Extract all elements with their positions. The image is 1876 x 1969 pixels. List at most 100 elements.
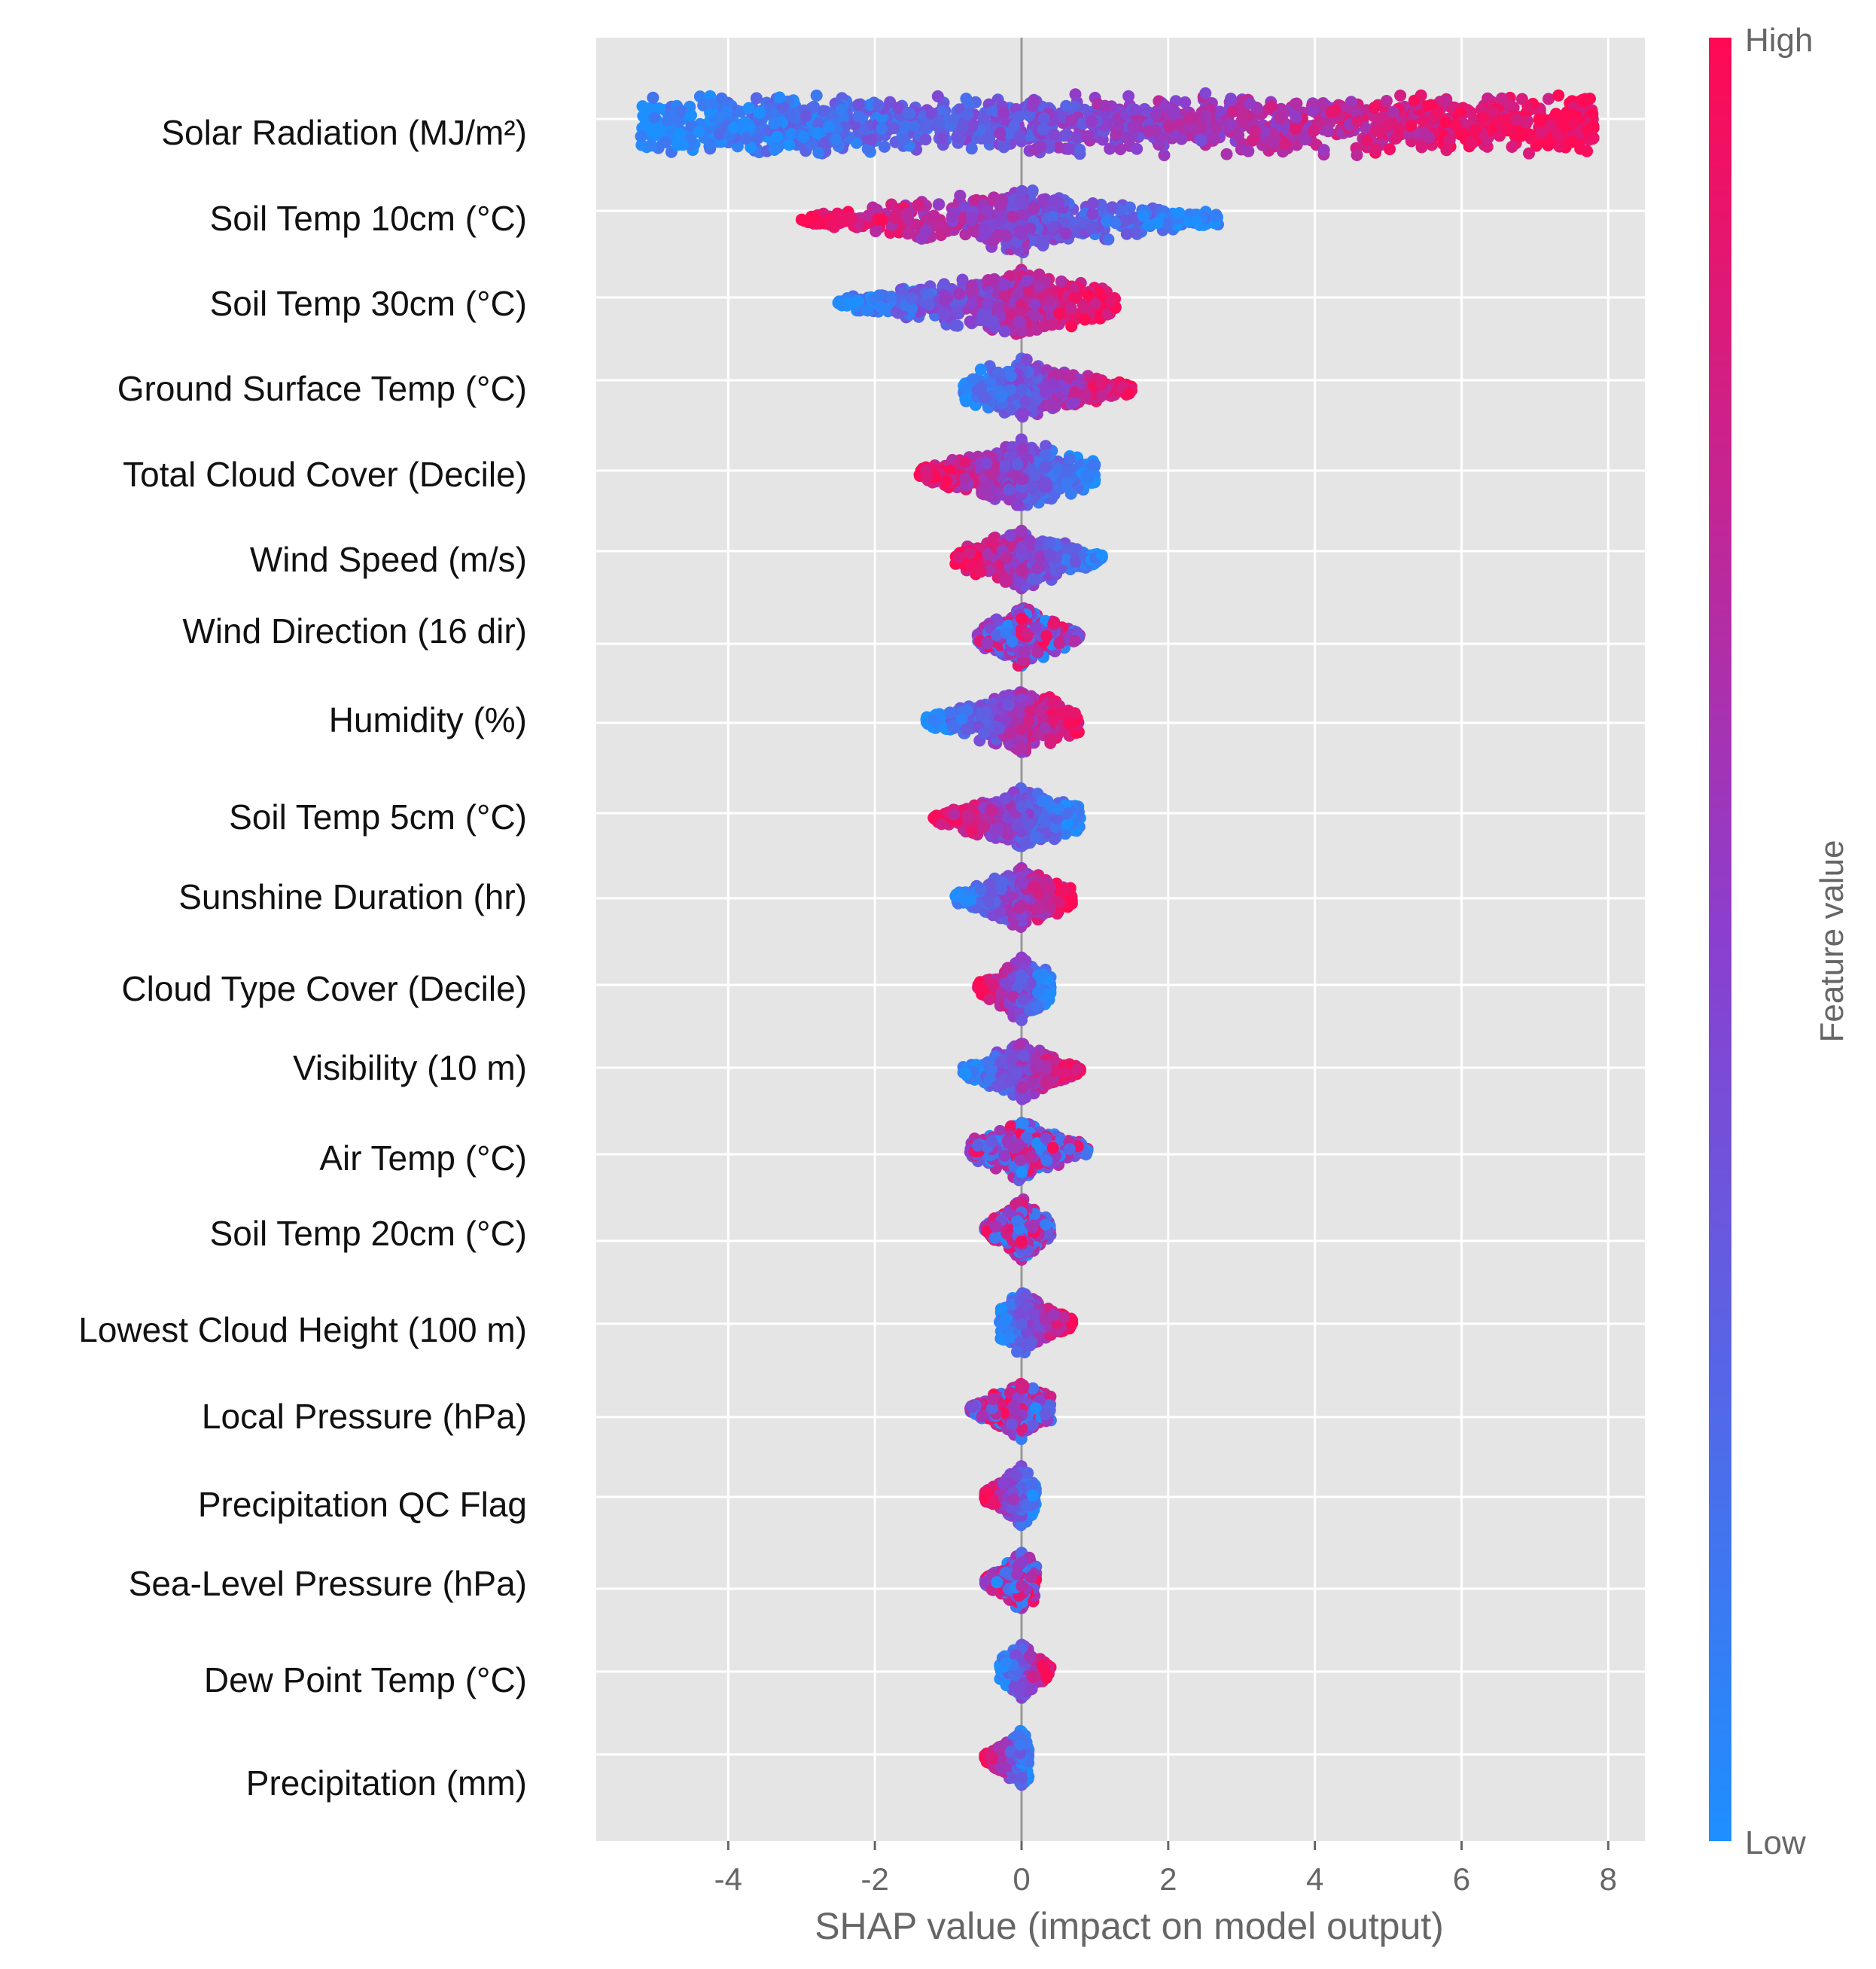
shap-point [936, 105, 949, 117]
shap-point [933, 198, 946, 211]
shap-point [1098, 99, 1111, 112]
shap-point [1565, 108, 1578, 120]
shap-point [693, 125, 705, 138]
shap-point [1082, 471, 1095, 484]
shap-point [1439, 116, 1451, 129]
shap-point [671, 139, 684, 151]
shap-point [1086, 115, 1098, 128]
shap-point [1046, 221, 1059, 233]
shap-point [1106, 201, 1119, 214]
shap-point [835, 103, 848, 116]
shap-point [976, 313, 989, 326]
shap-point [991, 300, 1004, 313]
shap-point [872, 99, 885, 111]
shap-point [1552, 89, 1565, 102]
shap-point [1449, 119, 1462, 131]
shap-point [1019, 395, 1031, 407]
shap-point [936, 132, 949, 145]
shap-point [1016, 473, 1029, 486]
shap-point [1016, 184, 1028, 197]
shap-point [1061, 477, 1074, 489]
shap-point [754, 106, 766, 119]
shap-point [1011, 458, 1024, 471]
shap-point [888, 122, 900, 135]
shap-point [852, 110, 865, 123]
shap-point [1102, 233, 1115, 245]
shap-point [1307, 105, 1320, 117]
shap-point [1190, 215, 1203, 227]
shap-point [1062, 142, 1075, 155]
shap-point [1038, 112, 1051, 125]
shap-point [797, 131, 810, 143]
shap-point [954, 189, 967, 202]
shap-point [1128, 103, 1141, 116]
shap-point [1515, 130, 1527, 142]
shap-point [967, 284, 979, 297]
shap-point [927, 209, 940, 222]
shap-point [1173, 207, 1186, 219]
shap-point [1095, 549, 1108, 562]
shap-point [642, 102, 655, 115]
shap-point [959, 472, 972, 485]
points-layer [635, 87, 1600, 1791]
shap-point [647, 91, 659, 104]
shap-point [1423, 131, 1435, 143]
shap-point [1003, 483, 1015, 496]
shap-point [1068, 386, 1081, 398]
shap-point [1079, 313, 1092, 326]
shap-point [986, 468, 999, 480]
shap-point [1220, 148, 1233, 160]
shap-point [986, 315, 999, 328]
shap-point [912, 199, 924, 212]
shap-point [1022, 285, 1035, 297]
shap-point [1003, 529, 1016, 541]
shap-point [1016, 383, 1028, 396]
shap-point [964, 315, 976, 328]
shap-point [1039, 461, 1051, 474]
shap-point [751, 132, 764, 145]
shap-point [1064, 302, 1077, 314]
shap-point [1543, 93, 1555, 105]
shap-point [1369, 142, 1382, 155]
shap-point [1499, 113, 1512, 125]
shap-point [1552, 129, 1564, 142]
shap-point [1082, 130, 1095, 142]
shap-point [1553, 140, 1566, 153]
shap-point [1026, 184, 1039, 197]
shap-point [712, 111, 725, 124]
shap-point [1390, 132, 1402, 145]
shap-point [1000, 229, 1013, 242]
shap-point [1043, 536, 1056, 549]
shap-point [1065, 320, 1078, 333]
shap-point [946, 114, 959, 126]
shap-point [1415, 141, 1428, 154]
feature-row-1 [635, 87, 1600, 162]
shap-point [1043, 548, 1056, 561]
shap-point [1405, 120, 1418, 133]
shap-point [1565, 136, 1578, 148]
shap-point [1523, 147, 1535, 160]
shap-point [1581, 145, 1594, 157]
shap-point [980, 457, 993, 470]
shap-point [964, 547, 976, 559]
shap-point [1236, 108, 1249, 120]
shap-point [830, 133, 842, 146]
shap-point [1016, 407, 1028, 419]
plot-area [596, 38, 1645, 1841]
shap-point [939, 294, 952, 306]
shap-point [1086, 197, 1099, 209]
shap-point [1052, 197, 1065, 209]
shap-point [919, 133, 932, 146]
shap-point [1195, 120, 1208, 133]
shap-point [823, 120, 836, 133]
shap-point [1078, 303, 1091, 315]
shap-point [1159, 99, 1171, 112]
shap-point [1150, 108, 1162, 120]
shap-point [1037, 236, 1050, 249]
shap-point [946, 210, 958, 222]
shap-point [958, 456, 971, 468]
shap-point [876, 123, 888, 136]
shap-point [1013, 576, 1025, 589]
shap-point [1016, 563, 1028, 576]
shap-point [1061, 465, 1074, 477]
